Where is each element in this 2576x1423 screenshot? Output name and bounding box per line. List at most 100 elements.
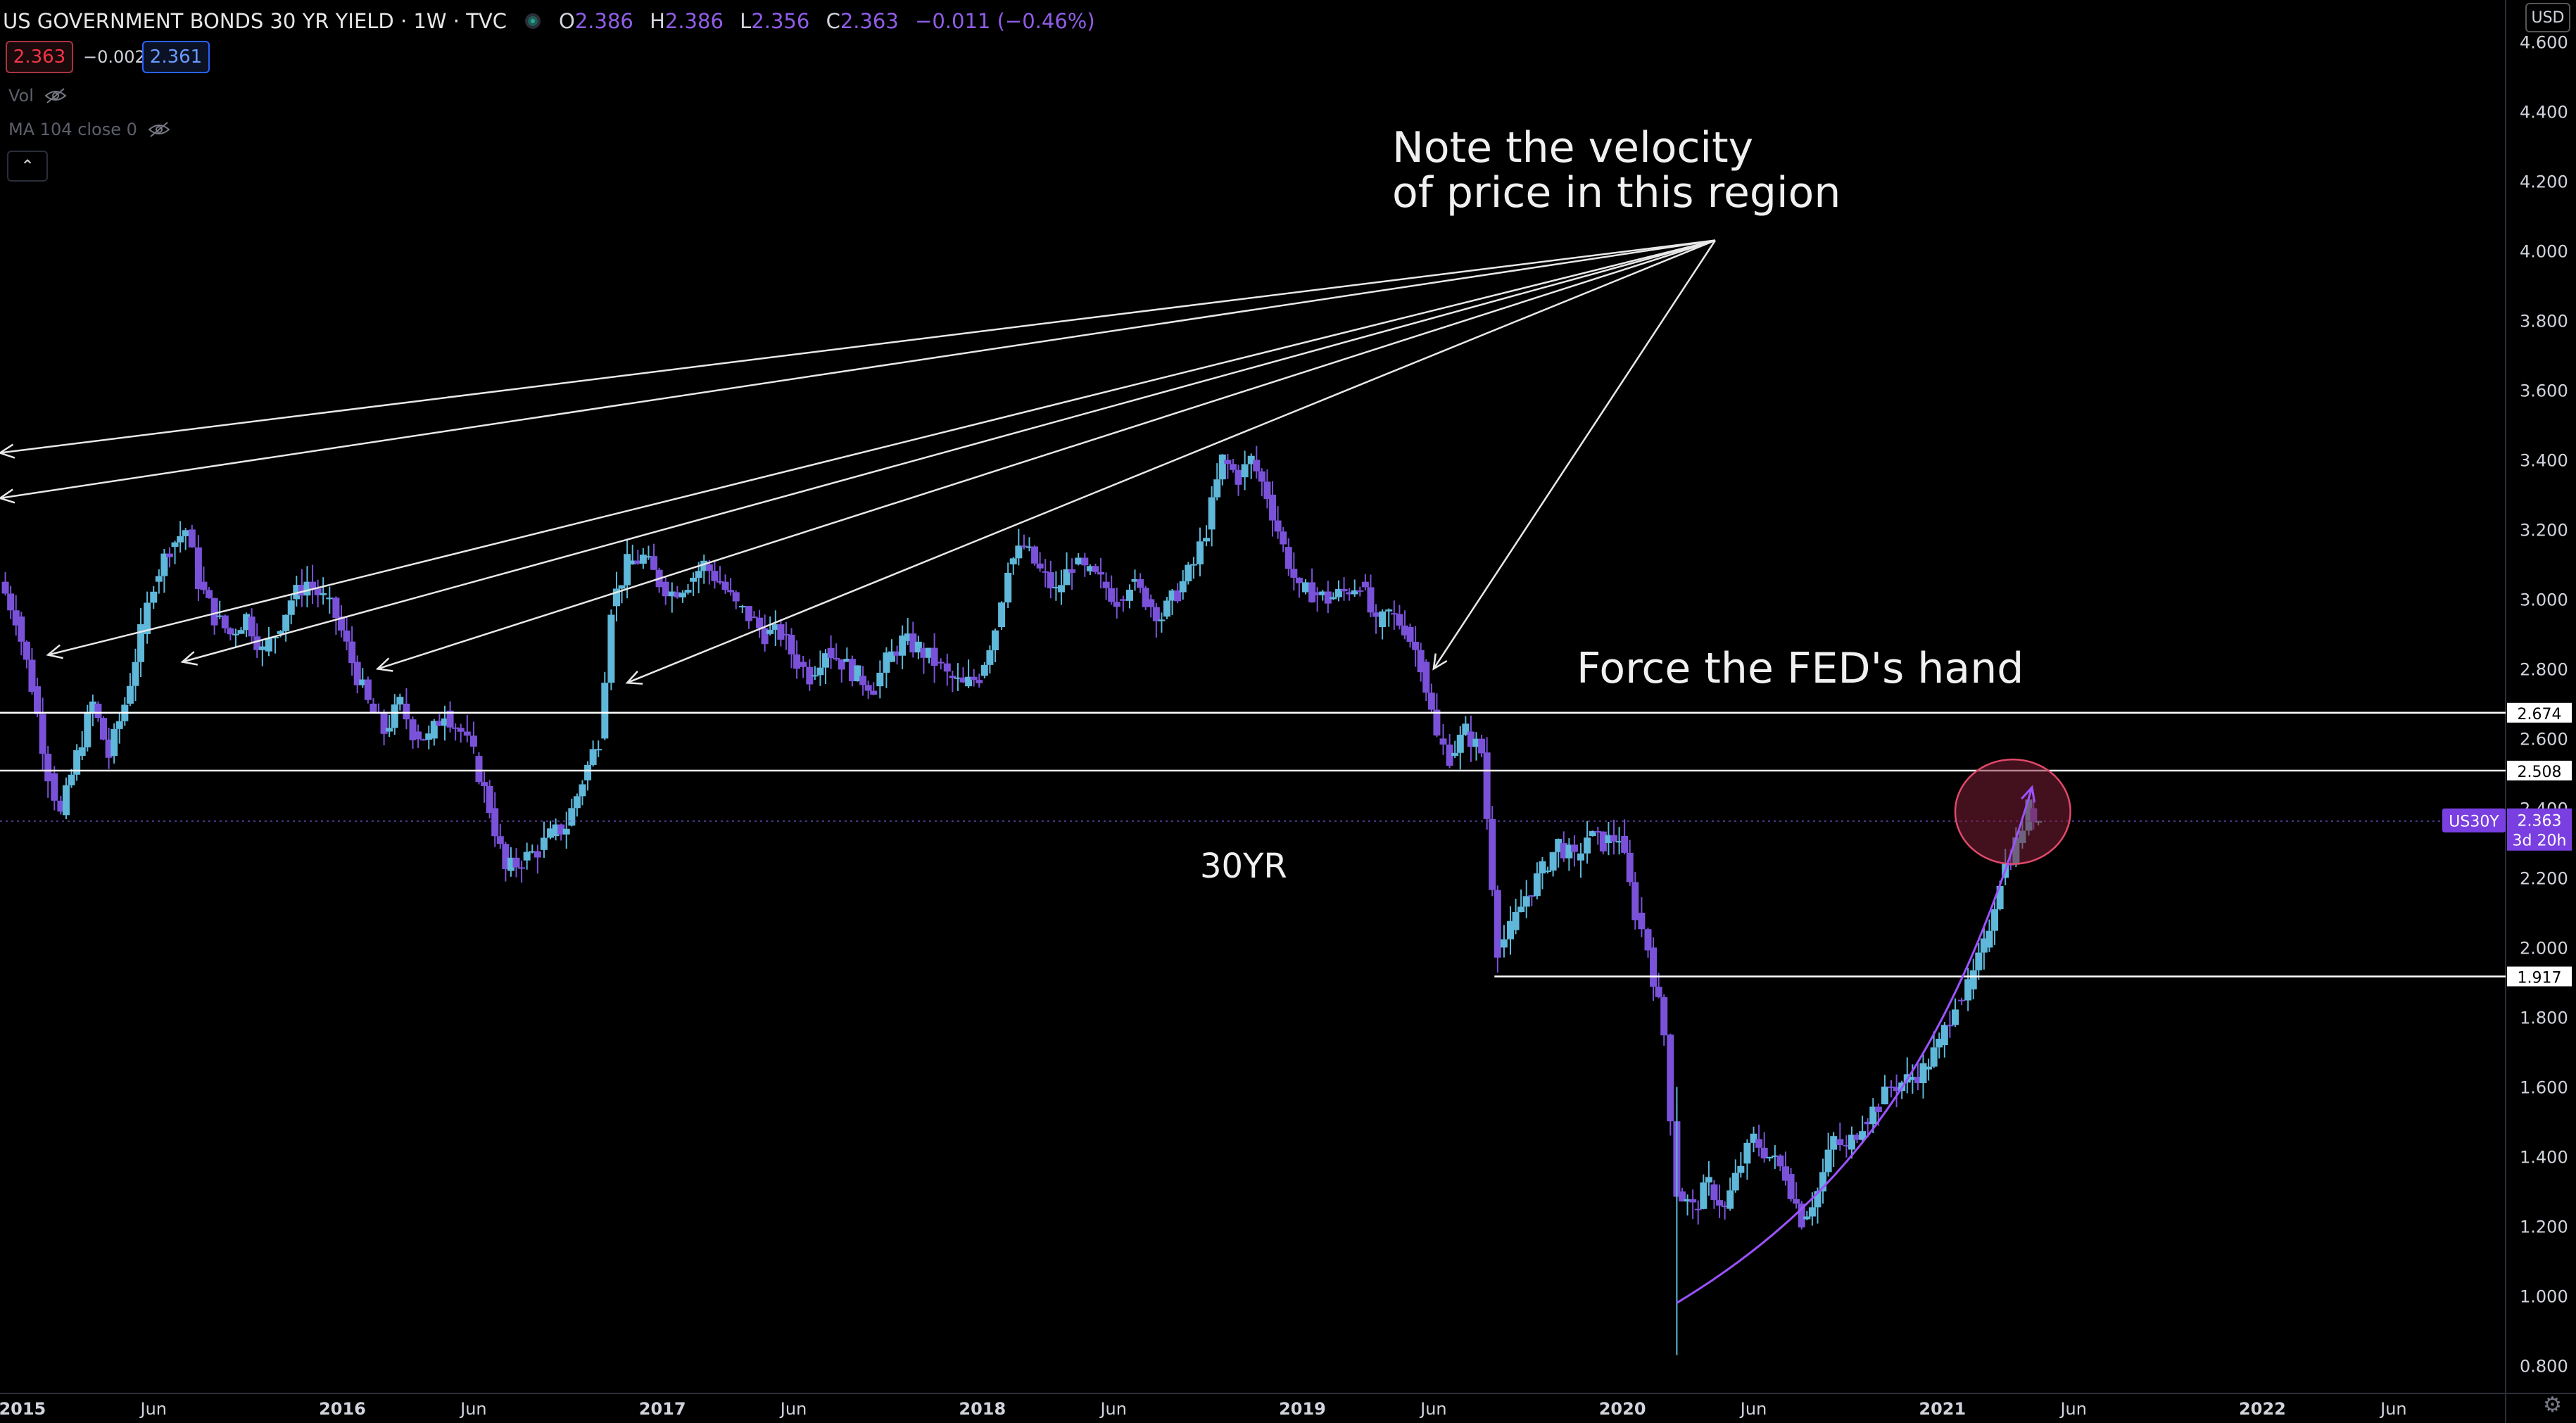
candle-body	[475, 756, 483, 783]
candle-body	[1544, 871, 1552, 873]
candle-body	[1969, 970, 1977, 989]
candle-body	[1958, 999, 1966, 1001]
candle-body	[1351, 590, 1358, 595]
velocity-note-line1: Note the velocity	[1392, 123, 1753, 172]
candle-body	[287, 600, 295, 615]
candle-body	[1004, 572, 1012, 603]
candle-body	[1700, 1182, 1707, 1209]
candle-body	[1555, 839, 1562, 852]
candle-body	[1102, 581, 1110, 588]
candle-body	[843, 659, 851, 662]
x-tick-label: Jun	[459, 1399, 487, 1419]
level-price-tag	[2507, 966, 2572, 987]
candle-body	[1367, 587, 1375, 613]
indicator-vol[interactable]: Vol	[8, 86, 68, 106]
candle-body	[1667, 1035, 1674, 1122]
candle-body	[1163, 600, 1170, 617]
eye-hidden-icon[interactable]	[147, 121, 171, 138]
candle-body	[68, 774, 75, 785]
candle-body	[629, 560, 636, 564]
candle-body	[1549, 852, 1557, 871]
candle-body	[745, 606, 752, 621]
candle-body	[1808, 1207, 1816, 1217]
symbol-title[interactable]: US GOVERNMENT BONDS 30 YR YIELD · 1W · T…	[3, 9, 507, 33]
candle-body	[1319, 591, 1327, 595]
y-tick-label: 1.400	[2520, 1147, 2568, 1167]
candle-body	[1483, 752, 1491, 819]
gear-icon[interactable]: ⚙	[2543, 1393, 2562, 1417]
parabolic-curve-line[interactable]	[1676, 787, 2033, 1304]
candle-body	[1009, 558, 1017, 564]
annotation-arrow-line[interactable]	[0, 239, 1716, 454]
candle-body	[1494, 890, 1501, 958]
indicator-ma[interactable]: MA 104 close 0	[8, 120, 171, 139]
candle-body	[1864, 1121, 1871, 1125]
level-price-tag	[2507, 702, 2572, 723]
buy-price-button[interactable]: 2.361	[142, 41, 210, 73]
candle-body	[1308, 582, 1316, 602]
y-tick-label: 3.800	[2520, 311, 2568, 331]
currency-button[interactable]: USD	[2525, 3, 2570, 32]
candle-body	[486, 785, 493, 814]
candle-body	[232, 633, 239, 635]
candle-body	[595, 749, 602, 751]
candle-body	[1025, 546, 1033, 548]
candle-body	[766, 629, 774, 634]
candle-body	[258, 646, 266, 650]
candle-body	[100, 718, 108, 740]
highlight-circle[interactable]	[1954, 758, 2071, 865]
candle-body	[1372, 612, 1380, 617]
candle-body	[650, 556, 658, 570]
candle-body	[1650, 947, 1658, 987]
candle-body	[452, 727, 460, 729]
candle-body	[1517, 906, 1525, 913]
candle-body	[62, 785, 70, 816]
y-tick-label: 2.800	[2520, 659, 2568, 679]
eye-hidden-icon[interactable]	[44, 87, 68, 104]
candle-body	[827, 647, 835, 659]
velocity-note-line2: of price in this region	[1392, 168, 1841, 217]
arrowhead-icon	[180, 651, 198, 666]
open-value: 2.386	[574, 9, 633, 33]
x-tick-label: Jun	[1419, 1399, 1447, 1419]
candle-body	[738, 606, 746, 608]
candle-body	[976, 680, 983, 683]
candle-body	[1063, 569, 1071, 586]
candle-body	[1340, 588, 1348, 592]
level-price-label: 2.508	[2518, 764, 2562, 781]
candle-body	[811, 675, 819, 677]
symbol-tag	[2442, 808, 2506, 833]
candle-body	[1446, 744, 1453, 766]
annotation-arrow-line[interactable]	[0, 239, 1716, 500]
candle-body	[18, 616, 25, 642]
sell-price-button[interactable]: 2.363	[6, 41, 73, 73]
candle-body	[227, 628, 234, 635]
close-label: C	[826, 9, 840, 33]
candle-body	[816, 667, 824, 676]
annotation-arrow-line[interactable]	[377, 239, 1716, 670]
candle-body	[1644, 929, 1652, 951]
annotation-arrow-line[interactable]	[626, 239, 1716, 684]
candle-body	[1241, 464, 1249, 478]
candle-body	[998, 602, 1006, 627]
y-tick-label: 1.200	[2520, 1217, 2568, 1237]
candle-body	[888, 651, 895, 662]
candle-body	[326, 597, 334, 600]
annotation-arrow-line[interactable]	[1432, 239, 1717, 670]
candle-body	[1731, 1172, 1739, 1191]
candle-body	[1919, 1063, 1927, 1083]
candle-body	[986, 650, 994, 665]
candle-body	[1189, 564, 1197, 566]
candle-body	[1280, 531, 1287, 545]
candle-body	[1131, 578, 1139, 582]
candle-body	[848, 659, 856, 682]
annotation-arrow-line[interactable]	[182, 239, 1716, 663]
candle-body	[1787, 1174, 1795, 1199]
annotation-arrow-line[interactable]	[47, 239, 1716, 656]
candle-body	[1500, 939, 1508, 948]
candle-body	[904, 633, 911, 641]
candle-body	[959, 677, 967, 683]
collapse-legend-button[interactable]: ⌃	[7, 151, 48, 182]
y-tick-label: 3.200	[2520, 520, 2568, 540]
